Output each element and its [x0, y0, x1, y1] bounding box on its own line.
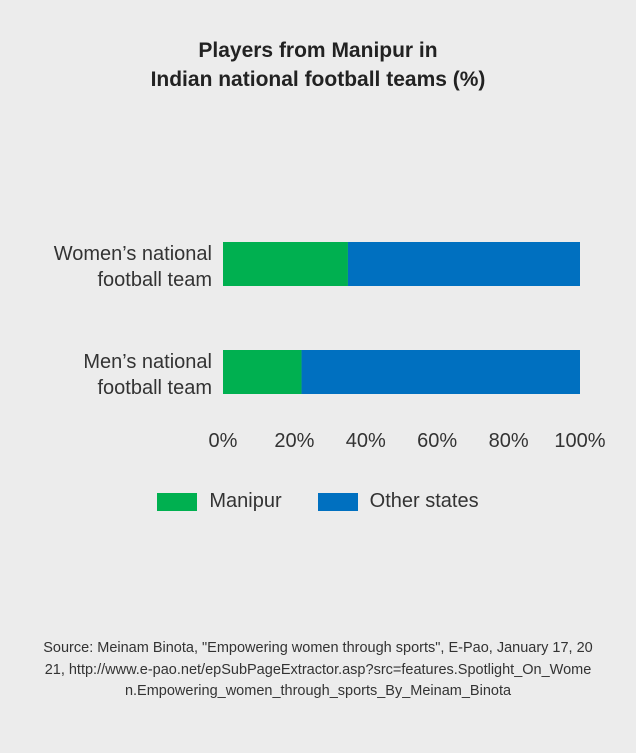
chart-legend: Manipur Other states — [0, 490, 636, 513]
bar-chart: Women’s national football team Men’s natio… — [54, 242, 606, 452]
x-tick-label-40: 40% — [346, 430, 386, 452]
legend-item-other-states: Other states — [317, 490, 479, 513]
bar-mens-team-manipur — [223, 350, 302, 394]
x-tick-label-0: 0% — [209, 430, 238, 452]
legend-swatch-manipur — [157, 492, 198, 511]
category-label-mens-team-line-2: football team — [97, 377, 212, 399]
x-tick-label-20: 20% — [274, 430, 314, 452]
bar-womens-team-manipur — [223, 242, 348, 286]
legend-swatch-other-states — [317, 492, 358, 511]
chart-title: Players from Manipur in Indian national … — [0, 36, 636, 94]
category-label-womens-team-line-1: Women’s national — [54, 243, 212, 265]
x-tick-label-60: 60% — [417, 430, 457, 452]
x-tick-label-80: 80% — [489, 430, 529, 452]
bar-womens-team-other-states — [347, 242, 580, 286]
legend-label-other-states: Other states — [369, 490, 479, 512]
category-label-womens-team-line-2: football team — [97, 269, 212, 291]
legend-label-manipur: Manipur — [209, 490, 282, 512]
legend-item-manipur: Manipur — [157, 490, 282, 513]
chart-title-line-1: Players from Manipur in — [198, 39, 438, 62]
bar-mens-team-other-states — [301, 350, 580, 394]
x-tick-label-100: 100% — [554, 430, 605, 452]
chart-title-line-2: Indian national football teams (%) — [150, 68, 486, 91]
source-note: Source: Meinam Binota, "Empowering women… — [43, 640, 593, 699]
category-label-mens-team-line-1: Men’s national — [83, 351, 212, 373]
